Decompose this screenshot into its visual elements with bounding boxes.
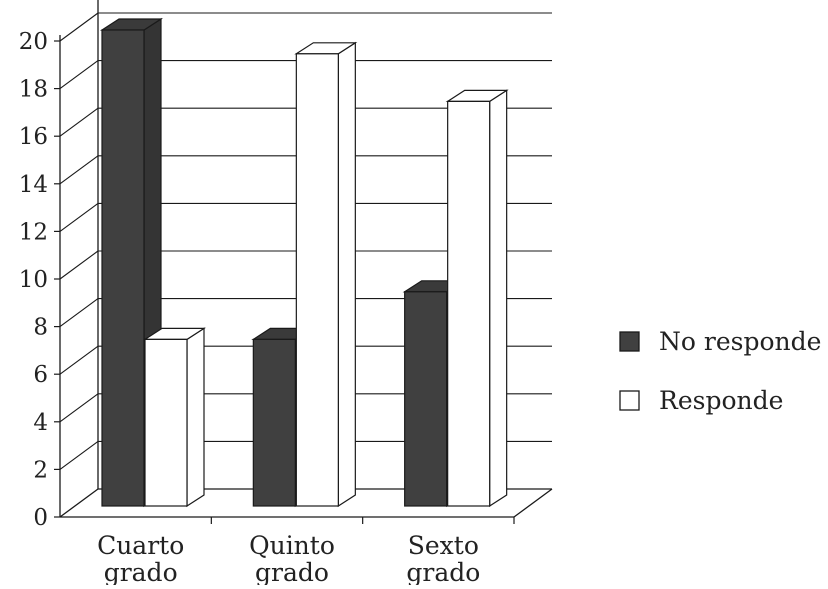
gridline-side bbox=[60, 156, 98, 184]
y-tick-label: 14 bbox=[19, 172, 48, 198]
gridline-side bbox=[60, 203, 98, 231]
bar-front bbox=[102, 30, 144, 506]
bar-front bbox=[296, 54, 338, 506]
y-tick-label: 4 bbox=[33, 410, 48, 436]
gridline-side bbox=[60, 61, 98, 89]
y-tick-label: 10 bbox=[19, 267, 48, 293]
bar-2-1 bbox=[448, 90, 507, 506]
legend-label: No responde bbox=[659, 327, 821, 356]
gridline-side bbox=[60, 441, 98, 469]
gridline-side bbox=[60, 299, 98, 327]
gridline-side bbox=[60, 394, 98, 422]
bar-front bbox=[448, 101, 490, 506]
bar-side bbox=[490, 90, 507, 506]
x-tick-label: Quinto grado bbox=[249, 531, 335, 585]
y-tick-label: 18 bbox=[19, 77, 48, 103]
y-tick-label: 12 bbox=[19, 219, 48, 245]
bar-side bbox=[187, 328, 204, 506]
y-tick-label: 2 bbox=[33, 457, 48, 483]
x-tick-label: Cuarto grado bbox=[97, 531, 184, 585]
gridline-side bbox=[60, 108, 98, 136]
bar-front bbox=[145, 339, 187, 506]
x-tick-label: Sexto grado bbox=[406, 531, 480, 585]
y-tick-label: 20 bbox=[19, 29, 48, 55]
bar-0-1 bbox=[145, 328, 204, 506]
legend-swatch bbox=[620, 391, 639, 410]
legend-label: Responde bbox=[659, 386, 783, 415]
y-tick-label: 0 bbox=[33, 505, 48, 531]
legend-swatch bbox=[620, 332, 639, 351]
gridline-side bbox=[60, 13, 98, 41]
bar-side bbox=[338, 43, 355, 506]
bar-front bbox=[253, 339, 295, 506]
y-tick-label: 8 bbox=[33, 315, 48, 341]
y-tick-label: 6 bbox=[33, 362, 48, 388]
bar-1-1 bbox=[296, 43, 355, 506]
y-tick-label: 16 bbox=[19, 124, 48, 150]
floor-right-edge bbox=[514, 489, 552, 517]
gridline-side bbox=[60, 346, 98, 374]
floor-left-edge bbox=[60, 489, 98, 517]
bar-front bbox=[405, 292, 447, 506]
gridline-side bbox=[60, 251, 98, 279]
